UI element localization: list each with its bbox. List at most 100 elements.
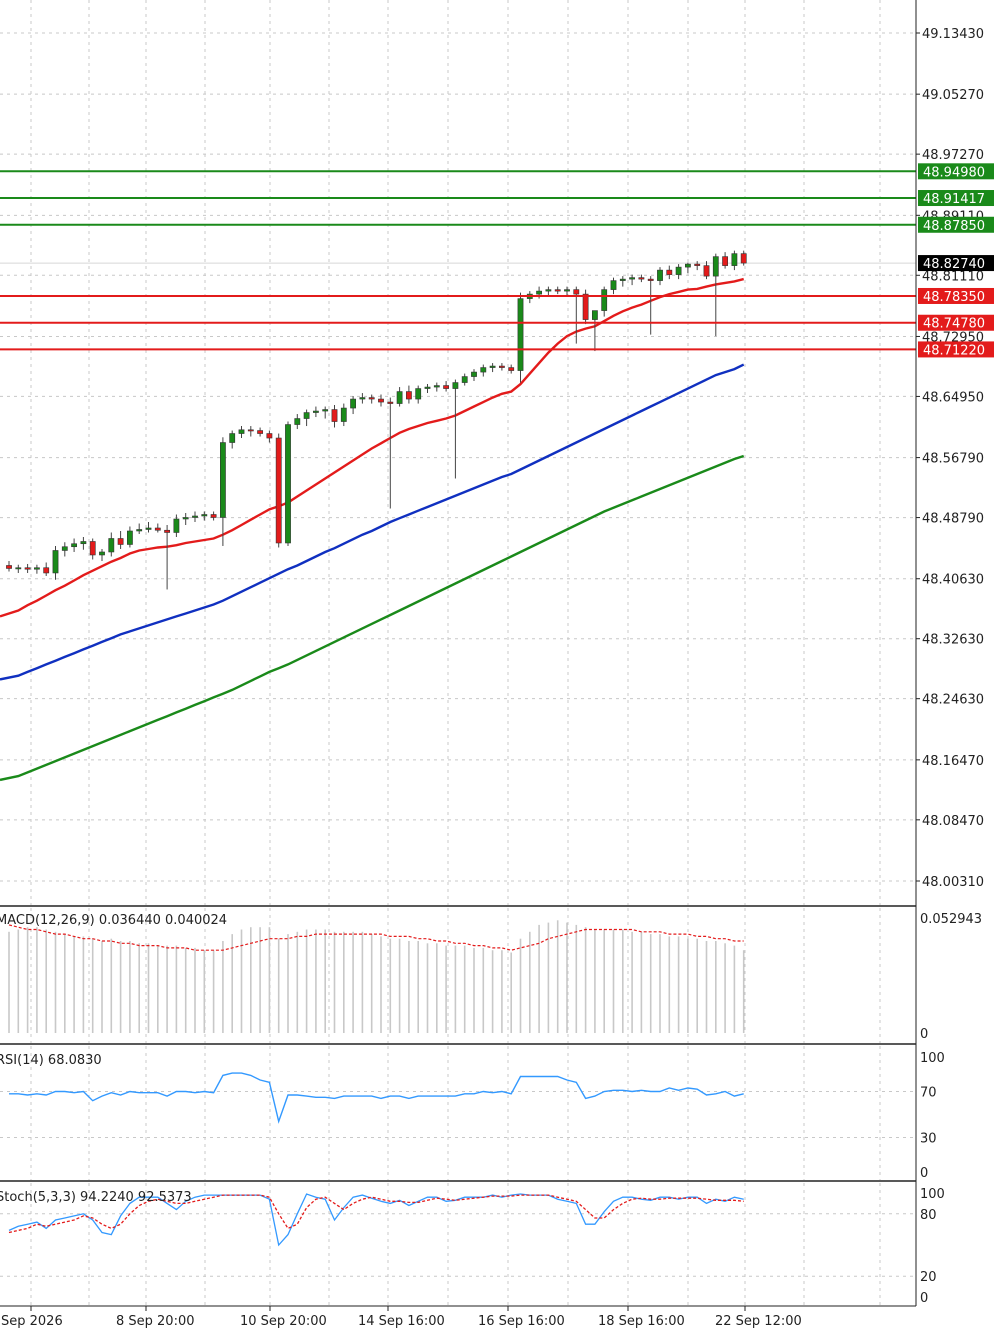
candle-body-24	[229, 433, 236, 443]
candle-body-76	[712, 256, 719, 277]
moving-average-lines	[0, 277, 745, 782]
candle-body-70	[657, 269, 663, 281]
candle-body-68	[638, 277, 645, 280]
time-axis-label-0: Sep 2026	[1, 1314, 63, 1329]
candle-body-55	[517, 298, 524, 371]
candle-body-0	[6, 565, 12, 569]
rsi-panel[interactable]: RSI(14) 68.0830	[0, 1046, 916, 1180]
candle-body-20	[192, 515, 198, 518]
candle-body-19	[182, 517, 189, 520]
candle-body-9	[89, 541, 96, 556]
price-level-lines	[0, 170, 916, 351]
price-axis-label-8: 48.48790	[922, 512, 984, 527]
rsi-title: RSI(14) 68.0830	[0, 1053, 102, 1068]
candle-body-18	[173, 518, 180, 533]
panel-frames	[0, 0, 917, 1307]
resistance-tag-bg-1	[918, 190, 994, 207]
macd-axis-label-1: 0	[920, 1027, 928, 1042]
price-axis-label-6: 48.64950	[922, 390, 984, 405]
candle-body-72	[675, 266, 682, 275]
candle-body-11	[108, 538, 115, 553]
indicator-axes: 0.052943 0 100 70 30 0 100 80 20 0	[920, 912, 982, 1306]
stochastic-panel[interactable]: Stoch(5,3,3) 94.2240 92.5373	[0, 1183, 916, 1306]
moving-average-line-2	[0, 454, 745, 782]
candle-body-79	[740, 253, 747, 264]
candle-body-63	[591, 310, 598, 320]
candle-body-43	[405, 391, 412, 400]
candle-body-73	[684, 263, 691, 268]
candle-body-71	[666, 269, 673, 275]
time-axis-label-2: 10 Sep 20:00	[240, 1314, 327, 1329]
candle-body-40	[378, 398, 384, 403]
stochastic-polyline-1	[8, 1194, 744, 1234]
candle-body-26	[247, 429, 254, 432]
support-tag-bg-0	[918, 287, 994, 304]
moving-average-line-1	[0, 363, 745, 681]
candle-body-58	[545, 289, 552, 292]
stochastic-axis-label-0: 100	[920, 1187, 945, 1202]
moving-average-line-0	[0, 277, 744, 618]
candle-body-16	[154, 527, 161, 531]
candle-body-74	[694, 263, 701, 266]
rsi-grid	[0, 1046, 916, 1180]
rsi-axis-label-0: 100	[920, 1051, 945, 1066]
candle-body-33	[312, 410, 319, 413]
candle-body-15	[145, 527, 152, 530]
candle-body-25	[238, 429, 245, 434]
candle-body-52	[489, 365, 496, 368]
support-tag-label-2: 48.71220	[923, 343, 985, 358]
time-axis: Sep 2026 8 Sep 20:00 10 Sep 20:00 14 Sep 16…	[1, 1306, 802, 1329]
candle-body-21	[201, 514, 208, 517]
time-axis-label-1: 8 Sep 20:00	[116, 1314, 195, 1329]
candle-body-38	[359, 397, 366, 400]
stochastic-lines	[8, 1193, 744, 1247]
candle-body-67	[629, 277, 635, 280]
support-tag-bg-2	[918, 341, 994, 358]
resistance-tag-label-1: 48.91417	[923, 192, 985, 207]
macd-axis-label-0: 0.052943	[920, 912, 982, 927]
price-axis-label-11: 48.24630	[922, 693, 984, 708]
macd-signal-line	[8, 924, 744, 951]
rsi-axis-label-1: 70	[920, 1086, 937, 1101]
price-axis-label-7: 48.56790	[922, 452, 984, 467]
price-axis-label-10: 48.32630	[922, 633, 984, 648]
price-panel[interactable]	[0, 0, 916, 905]
time-axis-label-6: 22 Sep 12:00	[715, 1314, 802, 1329]
candle-body-42	[396, 391, 403, 404]
candle-body-41	[387, 401, 394, 404]
candle-body-44	[415, 388, 422, 400]
candle-body-31	[294, 418, 301, 425]
candle-body-13	[127, 530, 133, 545]
price-axis-label-0: 49.13430	[922, 27, 984, 42]
stochastic-axis-label-1: 80	[920, 1208, 937, 1223]
candlestick-series[interactable]	[6, 250, 747, 590]
candle-body-78	[731, 253, 738, 266]
candle-body-14	[136, 529, 143, 532]
candle-body-50	[471, 371, 477, 377]
candle-body-77	[722, 256, 728, 266]
candle-body-65	[610, 280, 617, 290]
candle-body-46	[433, 385, 440, 388]
candle-body-5	[52, 550, 59, 574]
candle-body-36	[340, 407, 347, 422]
support-tag-bg-1	[918, 314, 994, 331]
candle-body-32	[303, 412, 310, 419]
candle-body-4	[43, 567, 50, 574]
candle-body-35	[331, 409, 338, 422]
price-axis-label-4: 48.81110	[922, 269, 984, 284]
candle-body-28	[266, 433, 273, 439]
macd-panel[interactable]: MACD(12,26,9) 0.036440 0.040024	[0, 908, 881, 1043]
candle-body-47	[443, 385, 449, 389]
candle-body-17	[164, 529, 170, 533]
time-axis-label-4: 16 Sep 16:00	[478, 1314, 565, 1329]
rsi-line	[9, 1072, 744, 1124]
price-grid	[0, 0, 916, 905]
candle-body-45	[424, 386, 431, 389]
candle-body-75	[703, 265, 710, 277]
candle-body-37	[350, 398, 356, 409]
stochastic-polyline-0	[8, 1193, 744, 1247]
stochastic-axis-label-2: 20	[920, 1270, 937, 1285]
price-axis: 49.1343049.0527048.9727048.8911048.81110…	[916, 27, 984, 890]
